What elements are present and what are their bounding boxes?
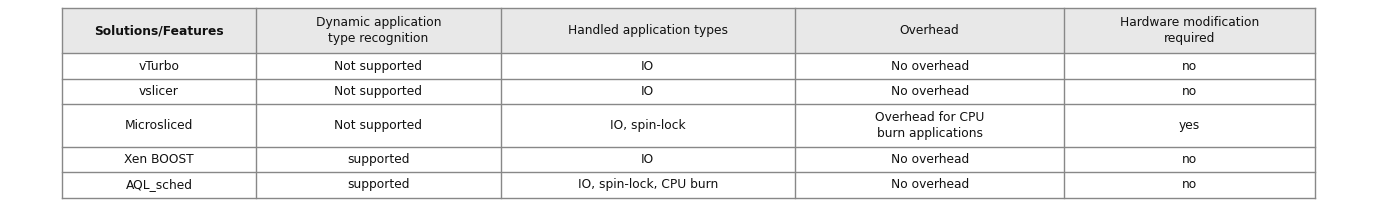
Text: No overhead: No overhead	[891, 153, 969, 166]
Bar	[62, 104, 1315, 147]
Bar	[62, 8, 1315, 53]
Text: vTurbo: vTurbo	[139, 60, 179, 73]
Bar	[62, 172, 1315, 198]
Text: No overhead: No overhead	[891, 60, 969, 73]
Text: IO: IO	[642, 85, 654, 98]
Text: supported: supported	[347, 153, 409, 166]
Text: Not supported: Not supported	[335, 119, 423, 132]
Text: supported: supported	[347, 178, 409, 192]
Text: Dynamic application
type recognition: Dynamic application type recognition	[315, 16, 441, 45]
Text: no: no	[1181, 85, 1198, 98]
Text: yes: yes	[1179, 119, 1201, 132]
Text: no: no	[1181, 153, 1198, 166]
Text: Solutions/Features: Solutions/Features	[94, 24, 224, 37]
Text: IO, spin-lock: IO, spin-lock	[610, 119, 686, 132]
Text: AQL_sched: AQL_sched	[125, 178, 193, 192]
Text: Xen BOOST: Xen BOOST	[124, 153, 194, 166]
Text: no: no	[1181, 178, 1198, 192]
Text: Not supported: Not supported	[335, 85, 423, 98]
Text: No overhead: No overhead	[891, 85, 969, 98]
Text: Overhead for CPU
burn applications: Overhead for CPU burn applications	[874, 111, 985, 140]
Text: Not supported: Not supported	[335, 60, 423, 73]
Bar	[62, 79, 1315, 104]
Bar	[62, 147, 1315, 172]
Bar	[62, 53, 1315, 79]
Text: Hardware modification
required: Hardware modification required	[1120, 16, 1260, 45]
Text: IO: IO	[642, 153, 654, 166]
Text: Microsliced: Microsliced	[125, 119, 193, 132]
Text: Overhead: Overhead	[899, 24, 960, 37]
Text: no: no	[1181, 60, 1198, 73]
Text: IO: IO	[642, 60, 654, 73]
Text: IO, spin-lock, CPU burn: IO, spin-lock, CPU burn	[577, 178, 717, 192]
Text: vslicer: vslicer	[139, 85, 179, 98]
Text: Handled application types: Handled application types	[567, 24, 728, 37]
Text: No overhead: No overhead	[891, 178, 969, 192]
